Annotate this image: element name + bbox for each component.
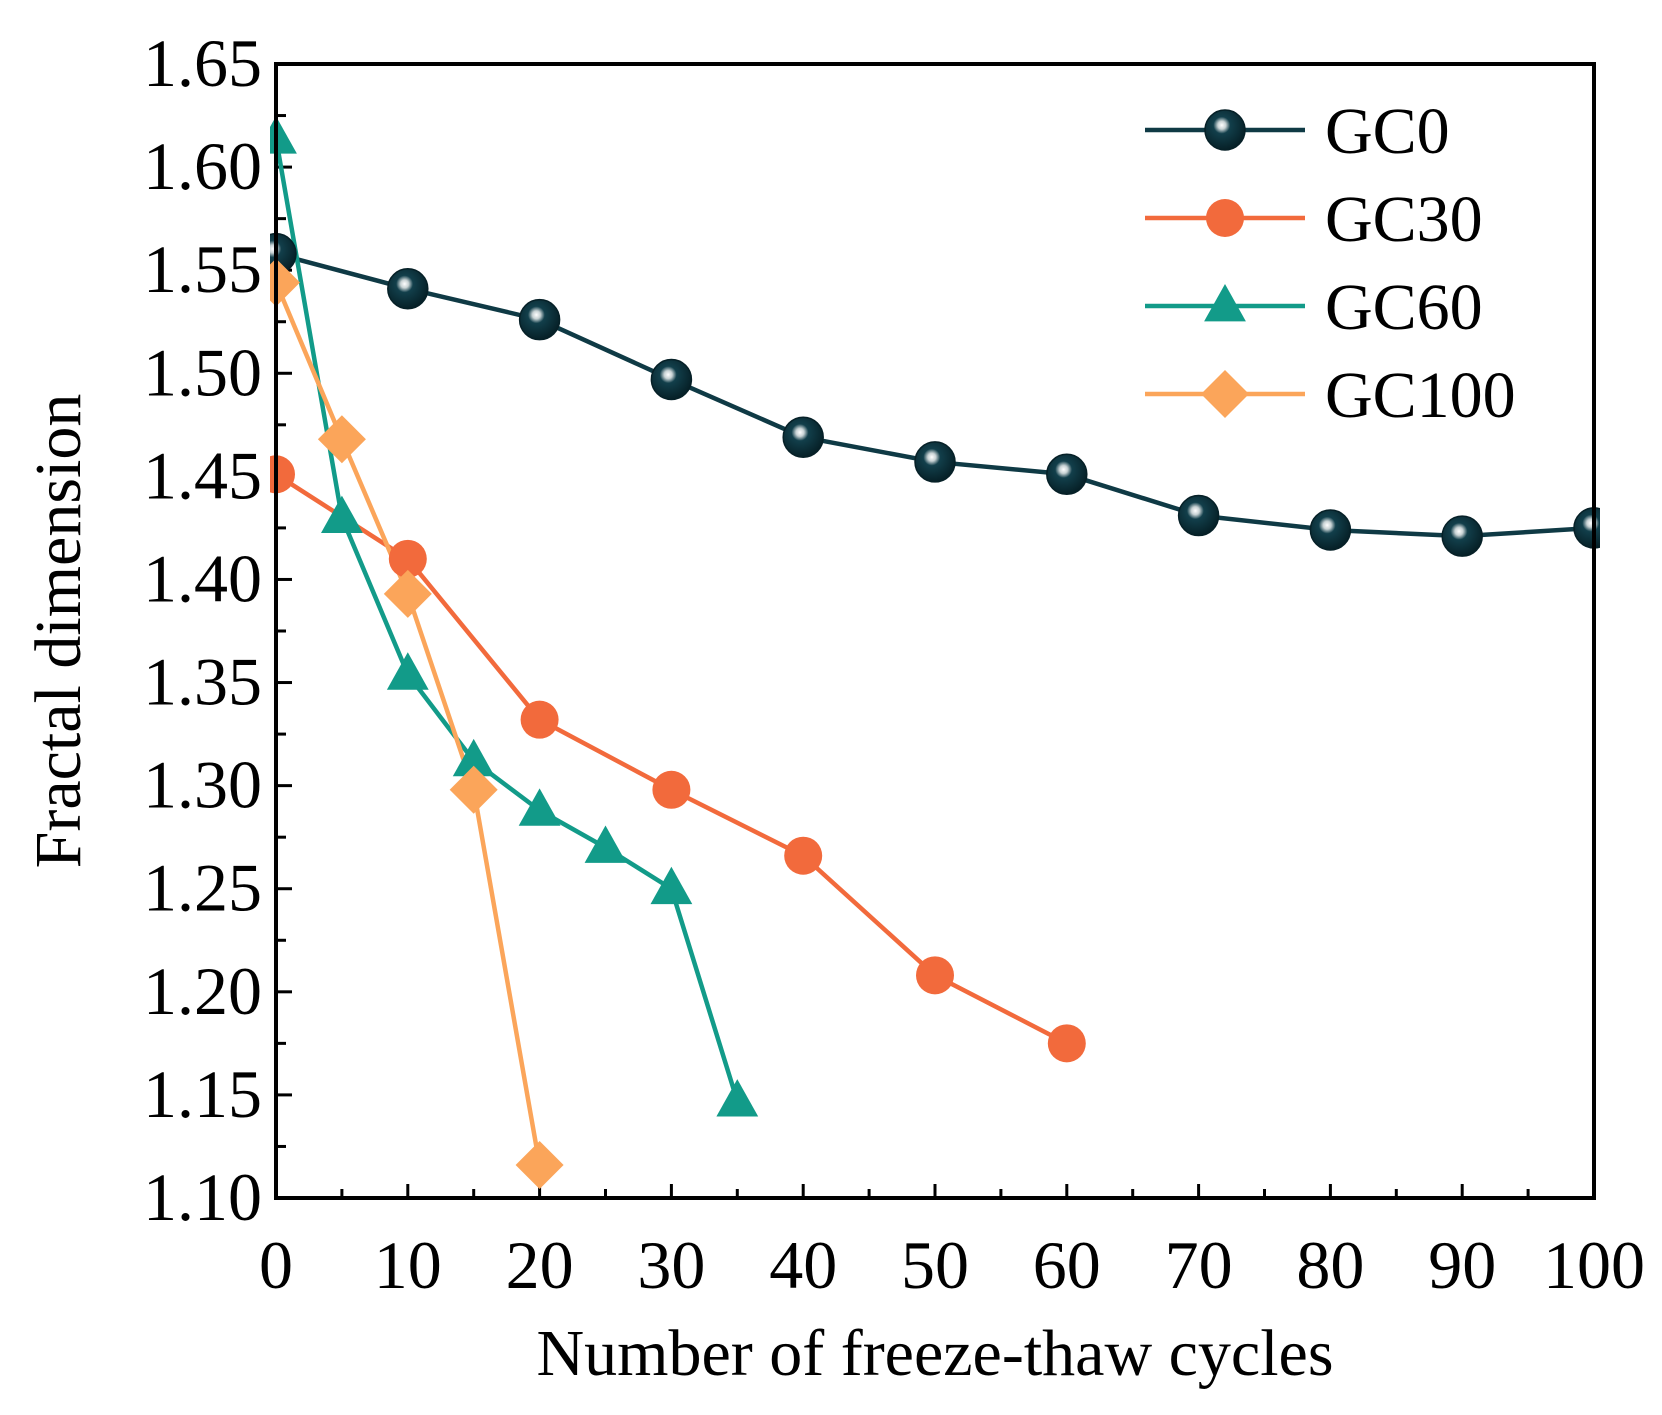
legend-label-gc0: GC0 bbox=[1325, 95, 1450, 168]
data-point-gc30 bbox=[916, 956, 954, 995]
sphere-body bbox=[1046, 453, 1088, 496]
legend-marker-gc30 bbox=[1206, 199, 1244, 237]
sphere-body bbox=[782, 416, 824, 458]
x-tick-label: 60 bbox=[1033, 1227, 1101, 1303]
series-points-gc100 bbox=[270, 258, 564, 1190]
legend-item-gc30: GC30 bbox=[1145, 183, 1483, 256]
sphere-body bbox=[1177, 494, 1220, 537]
data-point-gc60 bbox=[716, 1079, 759, 1117]
sphere-body bbox=[387, 267, 429, 310]
data-point-gc100 bbox=[515, 1141, 564, 1190]
axes: 0 10 20 30 40 50 60 70 80 90 100 1.10 1.15 1.20 1.25 1.… bbox=[143, 25, 1645, 1303]
data-point-gc100 bbox=[449, 765, 498, 814]
sphere-body bbox=[518, 298, 561, 341]
data-point-gc60 bbox=[452, 738, 495, 777]
y-tick-label: 1.40 bbox=[143, 540, 262, 616]
legend-item-gc100: GC100 bbox=[1145, 359, 1516, 432]
data-point-gc60 bbox=[650, 866, 693, 905]
data-point-gc0 bbox=[782, 416, 824, 458]
data-point-gc30 bbox=[1047, 1024, 1086, 1063]
legend-label-gc60: GC60 bbox=[1325, 271, 1483, 344]
x-tick-label: 20 bbox=[506, 1227, 574, 1303]
data-point-gc0 bbox=[1309, 509, 1352, 551]
y-tick-label: 1.15 bbox=[143, 1056, 262, 1132]
x-tick-label: 40 bbox=[769, 1227, 837, 1303]
legend-item-gc0: GC0 bbox=[1145, 95, 1450, 168]
y-axis-title: Fractal dimension bbox=[22, 394, 95, 869]
x-axis-title: Number of freeze-thaw cycles bbox=[536, 1317, 1333, 1390]
x-tick-label: 50 bbox=[901, 1227, 969, 1303]
legend-item-gc60: GC60 bbox=[1145, 271, 1483, 344]
data-point-gc0 bbox=[1177, 494, 1220, 537]
legend-marker-gc100 bbox=[1201, 370, 1249, 418]
x-tick-label: 100 bbox=[1543, 1227, 1645, 1303]
data-point-gc60 bbox=[321, 495, 363, 533]
data-point-gc30 bbox=[784, 836, 823, 875]
y-tick-label: 1.20 bbox=[143, 953, 262, 1029]
legend-label-gc100: GC100 bbox=[1325, 359, 1516, 432]
data-point-gc60 bbox=[386, 652, 429, 690]
y-tick-label: 1.10 bbox=[143, 1159, 262, 1235]
y-tick-label: 1.65 bbox=[143, 25, 262, 101]
data-point-gc0 bbox=[914, 441, 956, 483]
series-points-gc30 bbox=[270, 455, 1086, 1063]
x-tick-label: 10 bbox=[374, 1227, 442, 1303]
sphere-body bbox=[1309, 509, 1352, 551]
sphere-body bbox=[650, 358, 693, 401]
data-point-gc60 bbox=[518, 788, 561, 826]
y-tick-label: 1.55 bbox=[143, 231, 262, 307]
sphere-body bbox=[1204, 109, 1246, 151]
y-tick-label: 1.35 bbox=[143, 644, 262, 720]
y-tick-label: 1.45 bbox=[143, 437, 262, 513]
data-point-gc100 bbox=[317, 415, 366, 464]
y-tick-label: 1.60 bbox=[143, 128, 262, 204]
data-point-gc30 bbox=[520, 700, 559, 739]
series-layer bbox=[270, 116, 1600, 1190]
data-point-gc100 bbox=[383, 569, 432, 618]
legend-marker-gc0 bbox=[1204, 109, 1246, 151]
legend-marker-gc60 bbox=[1204, 284, 1246, 322]
data-point-gc30 bbox=[388, 539, 427, 578]
series-line-gc60 bbox=[273, 137, 740, 1102]
data-point-gc0 bbox=[1046, 453, 1088, 496]
data-point-gc60 bbox=[584, 825, 627, 863]
x-tick-label: 70 bbox=[1165, 1227, 1233, 1303]
x-tick-label: 0 bbox=[259, 1227, 293, 1303]
sphere-body bbox=[914, 441, 956, 483]
y-tick-label: 1.30 bbox=[143, 747, 262, 823]
data-point-gc0 bbox=[387, 267, 429, 310]
x-tick-label: 30 bbox=[637, 1227, 705, 1303]
plot-frame bbox=[274, 62, 1596, 1200]
plot-area: 0 10 20 30 40 50 60 70 80 90 100 1.10 1.15 1.20 1.25 1.… bbox=[143, 25, 1645, 1303]
data-point-gc0 bbox=[1441, 515, 1483, 557]
y-tick-label: 1.50 bbox=[143, 334, 262, 410]
series-line-gc100 bbox=[273, 281, 542, 1166]
y-tick-label: 1.25 bbox=[143, 850, 262, 926]
legend-label-gc30: GC30 bbox=[1325, 183, 1483, 256]
sphere-body bbox=[1441, 515, 1483, 557]
data-point-gc0 bbox=[650, 358, 693, 401]
data-point-gc0 bbox=[518, 298, 561, 341]
x-tick-label: 90 bbox=[1428, 1227, 1496, 1303]
legend: GC0 GC30 GC60 GC100 bbox=[1145, 95, 1516, 432]
data-point-gc30 bbox=[652, 770, 691, 809]
x-tick-label: 80 bbox=[1296, 1227, 1364, 1303]
